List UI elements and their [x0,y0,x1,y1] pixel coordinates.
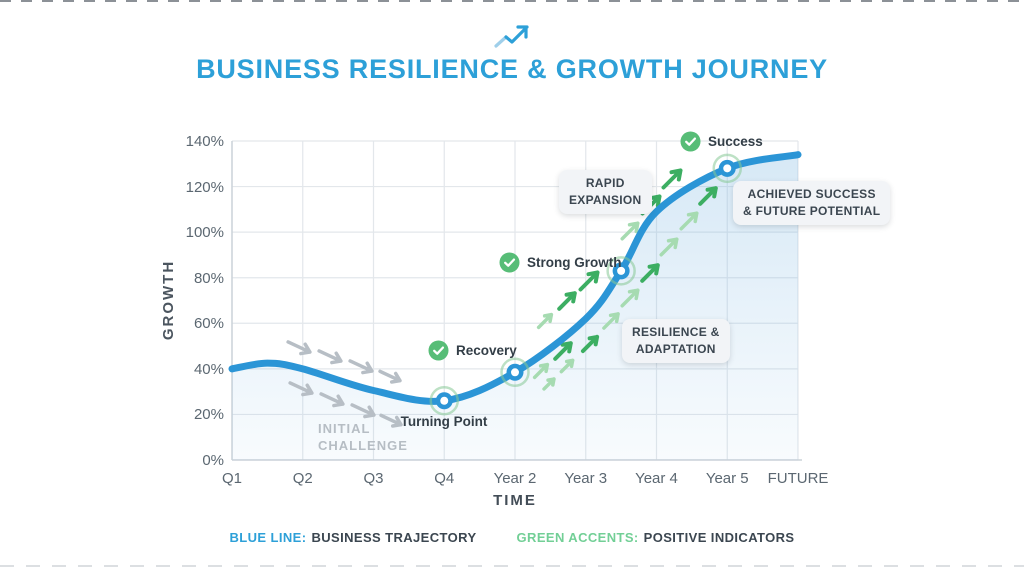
trend-up-icon [494,25,529,48]
data-point-halo [429,386,459,416]
growth-arrow-icon [659,237,679,257]
chart-header: BUSINESS RESILIENCE & GROWTH JOURNEY [0,22,1024,85]
page-title: BUSINESS RESILIENCE & GROWTH JOURNEY [196,54,828,84]
annotation-rapid-expansion: RAPID EXPANSION [559,170,652,214]
checkpoint-label: Strong Growth [527,255,622,270]
label-turning-point: Turning Point [400,414,488,429]
legend-blue-value: BUSINESS TRAJECTORY [311,530,477,545]
growth-arrow-icon [532,362,550,380]
check-circle-icon [428,340,449,361]
data-point-center [511,368,519,377]
data-point-halo [500,357,530,388]
legend-green-value: POSITIVE INDICATORS [643,530,795,545]
check-circle-icon [680,131,701,152]
y-axis-title: GROWTH [160,259,177,341]
decline-arrow-icon [378,369,402,384]
growth-arrow-icon [578,270,600,292]
decline-arrow-icon [286,340,312,356]
decline-arrow-icon [379,413,403,428]
data-point-halo [606,256,636,286]
growth-arrow-icon [620,221,640,241]
decline-arrow-icon [350,403,376,419]
data-point-center [440,396,449,405]
growth-arrow-icon [602,312,620,330]
growth-arrow-icon [679,211,699,231]
growth-arrow-icon [559,358,575,374]
growth-arrow-icon [542,377,556,391]
checkpoint-recovery: Recovery [428,340,517,361]
check-circle-icon [499,252,520,273]
checkpoint-strong-growth: Strong Growth [499,252,622,273]
checkpoint-label: Success [708,134,763,149]
trajectory-area-fill [232,154,798,460]
x-axis-title: TIME [493,492,537,509]
growth-arrow-icon [553,341,573,361]
legend-item-blue-line: BLUE LINE: BUSINESS TRAJECTORY [229,530,476,545]
checkpoint-label: Recovery [456,343,517,358]
legend-blue-key: BLUE LINE: [229,530,307,545]
annotation-resilience-adaptation: RESILIENCE & ADAPTATION [622,319,730,363]
data-point-center [617,266,626,275]
growth-arrow-icon [698,186,718,206]
decline-arrow-icon [319,392,345,408]
annotation-achieved-success: ACHIEVED SUCCESS & FUTURE POTENTIAL [733,181,891,225]
legend-item-green-accents: GREEN ACCENTS: POSITIVE INDICATORS [517,530,795,545]
growth-arrow-icon [661,168,683,190]
annotation-initial-challenge: INITIAL CHALLENGE [318,421,408,453]
decline-arrow-icon [317,349,343,365]
checkpoint-success: Success [680,131,763,152]
legend-green-key: GREEN ACCENTS: [516,530,639,545]
data-point-halo [712,153,742,184]
data-point-center [723,164,732,173]
legend: BLUE LINE: BUSINESS TRAJECTORY GREEN ACCE… [0,530,1024,545]
growth-arrow-icon [620,288,640,308]
growth-arrow-icon [557,291,577,311]
growth-arrow-icon [640,263,660,283]
growth-arrow-icon [580,334,600,354]
decline-arrow-icon [348,359,374,375]
decline-arrow-icon [288,381,314,397]
growth-arrow-icon [536,312,554,330]
